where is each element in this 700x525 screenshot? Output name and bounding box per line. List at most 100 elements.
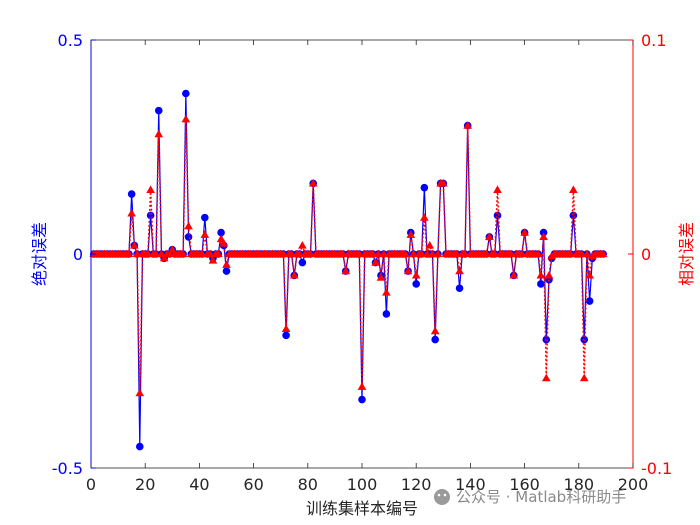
absolute-error-point <box>420 183 429 192</box>
right-y-tick-label: 0 <box>641 245 651 264</box>
relative-error-point <box>135 388 145 397</box>
relative-error-point <box>422 249 432 258</box>
x-tick-label: 200 <box>618 475 649 494</box>
relative-error-point <box>536 270 546 279</box>
x-tick-label: 20 <box>135 475 155 494</box>
relative-error-point <box>566 249 575 258</box>
relative-error-point <box>281 324 291 333</box>
relative-error-point <box>219 238 229 247</box>
relative-error-point <box>585 270 594 279</box>
left-y-tick-label: -0.5 <box>52 459 83 478</box>
absolute-error-point <box>431 335 439 344</box>
relative-error-point <box>463 121 473 129</box>
x-axis-label: 训练集样本编号 <box>306 499 418 518</box>
absolute-error-point <box>282 331 290 340</box>
absolute-error-point <box>222 267 231 275</box>
relative-error-point <box>165 249 174 258</box>
relative-error-point <box>178 249 188 258</box>
relative-error-point <box>295 249 304 258</box>
x-tick-label: 140 <box>455 475 486 494</box>
absolute-error-point <box>537 280 545 288</box>
relative-error-point <box>452 249 462 258</box>
relative-error-point <box>539 232 548 241</box>
relative-error-point <box>222 260 231 268</box>
relative-error-point <box>382 288 391 296</box>
relative-error-point <box>298 241 307 249</box>
wechat-icon-eye-left <box>437 493 441 497</box>
x-tick-label: 160 <box>509 475 540 494</box>
relative-error-point <box>146 185 155 193</box>
relative-error-point <box>509 270 519 279</box>
relative-error-point <box>406 230 416 238</box>
relative-error-point <box>403 266 413 275</box>
relative-error-point <box>197 249 207 258</box>
relative-error-point <box>490 249 500 258</box>
relative-error-point <box>184 221 193 230</box>
relative-error-point <box>533 249 543 258</box>
relative-error-point <box>157 249 166 258</box>
left-y-tick-label: 0 <box>73 245 83 264</box>
relative-error-point <box>544 270 554 279</box>
relative-error-point <box>379 249 388 258</box>
relative-error-point <box>338 249 348 258</box>
relative-error-point <box>159 253 169 262</box>
relative-error-point <box>154 129 164 138</box>
absolute-error-point <box>154 106 163 115</box>
relative-error-point <box>401 249 410 258</box>
absolute-error-point <box>585 297 594 305</box>
absolute-error-point <box>201 213 209 222</box>
relative-error-point <box>181 114 191 123</box>
watermark: 公众号 · Matlab科研助手 <box>434 488 626 506</box>
x-tick-label: 40 <box>189 475 209 494</box>
x-tick-label: 60 <box>243 475 263 494</box>
relative-error-point <box>425 241 435 249</box>
absolute-error-point <box>127 190 136 198</box>
wechat-icon <box>434 489 450 505</box>
relative-error-point <box>598 249 608 258</box>
relative-error-point <box>306 249 315 258</box>
relative-error-point <box>428 249 437 258</box>
absolute-error-point <box>184 233 193 241</box>
relative-error-point <box>417 249 426 258</box>
relative-error-point <box>289 270 299 279</box>
absolute-error-point <box>146 211 155 220</box>
relative-error-point <box>216 234 226 243</box>
absolute-error-point <box>455 284 464 293</box>
relative-error-point <box>376 273 386 281</box>
absolute-error-point <box>382 310 391 318</box>
relative-error-point <box>577 249 586 258</box>
relative-error-point <box>409 249 418 258</box>
relative-error-point <box>143 249 153 258</box>
relative-error-point <box>438 178 448 187</box>
x-tick-label: 100 <box>347 475 378 494</box>
relative-error-point <box>506 249 516 258</box>
relative-error-point <box>205 249 215 258</box>
relative-error-point <box>517 249 527 258</box>
relative-error-point <box>371 258 380 266</box>
relative-error-point <box>569 185 578 193</box>
relative-error-point <box>368 249 378 258</box>
absolute-error-point <box>358 395 366 404</box>
relative-error-point <box>460 249 470 258</box>
relative-error-point <box>124 249 134 258</box>
relative-error-point <box>579 373 589 382</box>
relative-error-point <box>200 230 210 238</box>
relative-error-point <box>520 228 529 236</box>
relative-error-point <box>411 270 421 279</box>
absolute-error-point <box>412 280 421 288</box>
relative-error-point <box>357 382 367 390</box>
relative-error-point <box>493 185 502 193</box>
relative-error-point <box>485 232 494 241</box>
relative-error-point <box>127 208 136 217</box>
relative-error-point <box>167 245 177 253</box>
relative-error-point <box>132 249 142 258</box>
right-y-axis-label: 相对误差 <box>677 222 696 286</box>
relative-error-point <box>151 249 161 258</box>
relative-error-point <box>582 249 592 258</box>
absolute-error-point <box>580 335 589 344</box>
relative-error-point <box>287 249 296 258</box>
relative-error-point <box>208 256 218 264</box>
relative-error-point <box>373 249 383 258</box>
